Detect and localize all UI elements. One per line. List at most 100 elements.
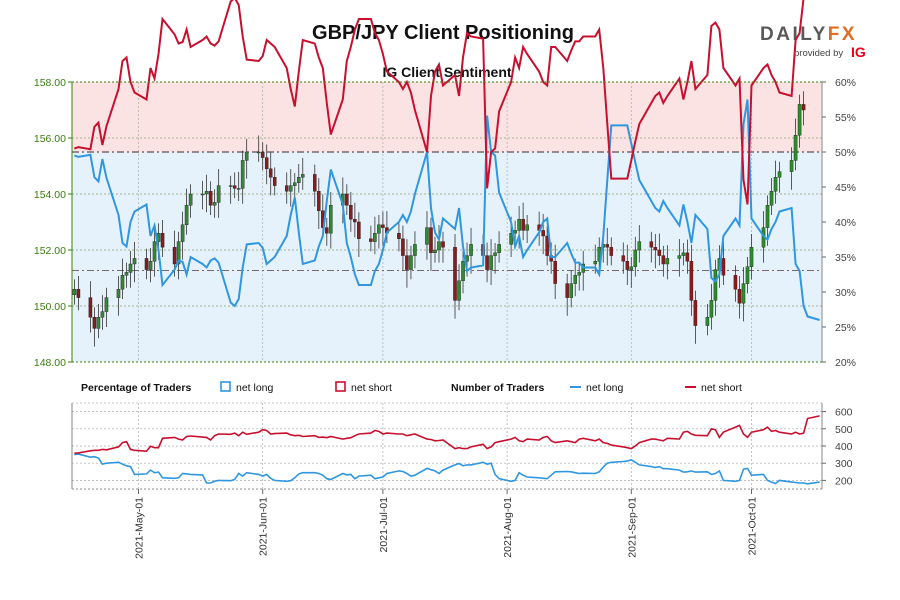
candle bbox=[485, 255, 489, 270]
net-short-pct-line bbox=[74, 0, 805, 205]
candle bbox=[208, 190, 213, 206]
candle bbox=[300, 174, 305, 178]
pct-tick-label: 20% bbox=[835, 357, 856, 369]
count-tick-label: 500 bbox=[835, 424, 853, 436]
candle bbox=[773, 176, 778, 192]
x-tick-label: 2021-Jul-01 bbox=[378, 497, 390, 553]
candle bbox=[176, 241, 181, 265]
candle bbox=[329, 204, 333, 234]
candle bbox=[633, 249, 638, 267]
candle bbox=[713, 269, 718, 301]
candle bbox=[172, 246, 177, 265]
pct-tick-label: 30% bbox=[835, 287, 856, 299]
candle bbox=[148, 261, 153, 270]
net-long-pct-line bbox=[74, 99, 820, 321]
candle bbox=[733, 275, 738, 290]
candle bbox=[677, 255, 682, 259]
x-tick-label: 2021-Sep-01 bbox=[626, 497, 638, 558]
brand-ig-logo: IG bbox=[851, 44, 866, 60]
candle bbox=[124, 272, 129, 276]
candle bbox=[212, 202, 217, 206]
candle bbox=[689, 261, 694, 301]
candle bbox=[120, 275, 125, 290]
x-tick-label: 2021-Oct-01 bbox=[746, 497, 758, 556]
candle bbox=[681, 252, 686, 256]
candle bbox=[180, 224, 185, 242]
candle bbox=[541, 230, 545, 237]
legend-num-heading: Number of Traders bbox=[451, 382, 545, 394]
candle bbox=[437, 241, 441, 251]
price-tick-label: 158.00 bbox=[34, 77, 66, 89]
legend-pct-heading: Percentage of Traders bbox=[81, 382, 191, 394]
price-tick-label: 154.00 bbox=[34, 189, 66, 201]
candle bbox=[497, 244, 501, 253]
candle bbox=[649, 241, 654, 248]
candle bbox=[749, 246, 754, 267]
net-long-zone bbox=[72, 152, 822, 362]
pct-tick-label: 55% bbox=[835, 112, 856, 124]
candle bbox=[517, 218, 521, 231]
candle bbox=[296, 176, 301, 183]
candle bbox=[741, 283, 746, 304]
price-tick-label: 148.00 bbox=[34, 357, 66, 369]
brand-fx: FX bbox=[827, 24, 858, 45]
candle bbox=[429, 227, 433, 254]
candle bbox=[413, 244, 417, 256]
candle bbox=[577, 272, 581, 276]
candle bbox=[232, 185, 237, 189]
candle bbox=[132, 258, 137, 265]
candle bbox=[653, 246, 658, 251]
candle bbox=[349, 204, 353, 220]
candle bbox=[657, 249, 662, 256]
candle bbox=[525, 224, 529, 231]
candle bbox=[240, 160, 245, 189]
candle bbox=[264, 157, 269, 170]
price-tick-label: 150.00 bbox=[34, 301, 66, 313]
net-short-zone bbox=[72, 82, 822, 152]
legend-pct-long-label: net long bbox=[236, 382, 274, 394]
brand-daily: DAILY bbox=[760, 24, 828, 45]
candle bbox=[76, 289, 81, 298]
candle bbox=[369, 238, 373, 242]
candle bbox=[569, 283, 573, 298]
candle bbox=[325, 227, 329, 234]
candle bbox=[317, 190, 321, 211]
legend-num-long-label: net long bbox=[586, 382, 624, 394]
pct-tick-label: 50% bbox=[835, 147, 856, 159]
candle bbox=[457, 280, 461, 301]
candle bbox=[453, 246, 457, 301]
legend-pct-long-swatch bbox=[220, 381, 231, 392]
candle bbox=[777, 171, 782, 178]
candle bbox=[104, 297, 109, 312]
count-tick-label: 200 bbox=[835, 475, 853, 487]
candle bbox=[425, 227, 429, 245]
candle bbox=[737, 289, 742, 304]
candle bbox=[128, 263, 133, 273]
candle bbox=[513, 230, 517, 234]
candle bbox=[188, 193, 193, 206]
x-axis: 2021-May-01 2021-Jun-01 2021-Jul-01 2021-Au… bbox=[134, 489, 758, 559]
candle bbox=[745, 266, 750, 284]
candle bbox=[769, 190, 774, 206]
candle bbox=[509, 232, 513, 245]
candle bbox=[705, 317, 710, 326]
candle bbox=[629, 266, 634, 270]
pct-tick-label: 45% bbox=[835, 182, 856, 194]
candle bbox=[493, 252, 497, 256]
candle bbox=[381, 224, 385, 228]
trader-count-panel: 200 300 400 500 600 bbox=[71, 402, 853, 490]
candle bbox=[377, 224, 381, 234]
brand-wordmark: DAILYFX bbox=[760, 24, 857, 46]
candle bbox=[797, 104, 802, 136]
candle bbox=[345, 193, 349, 206]
candle bbox=[288, 185, 293, 192]
candle bbox=[489, 255, 493, 270]
candle bbox=[292, 182, 297, 186]
candle bbox=[709, 300, 714, 318]
candle bbox=[625, 261, 630, 270]
net-long-count-line bbox=[74, 453, 820, 485]
candle bbox=[92, 317, 97, 329]
candle bbox=[116, 289, 121, 298]
candle bbox=[200, 193, 205, 196]
